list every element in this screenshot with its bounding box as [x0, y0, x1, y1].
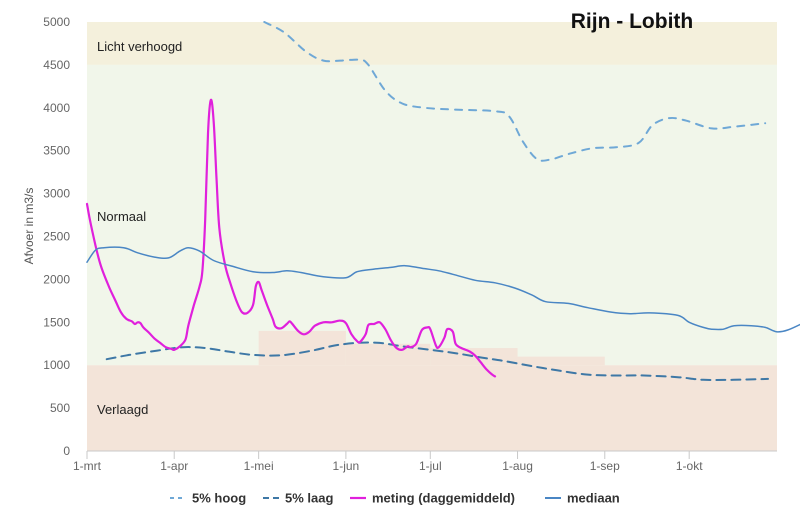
y-axis-title: Afvoer in m3/s: [22, 188, 36, 265]
legend-item-label[interactable]: 5% hoog: [192, 491, 246, 506]
y-tick-label: 3500: [43, 144, 70, 158]
y-tick-label: 500: [50, 401, 70, 415]
y-tick-label: 4000: [43, 101, 70, 115]
y-tick-label: 0: [63, 444, 70, 458]
x-tick-label: 1-jun: [333, 459, 360, 473]
x-tick-label: 1-mei: [244, 459, 274, 473]
series-layer: [85, 21, 800, 382]
legend-item-label[interactable]: 5% laag: [285, 491, 333, 506]
band-label: Licht verhoogd: [97, 39, 182, 54]
band-normaal: [87, 64, 777, 366]
threshold-step-0: [258, 330, 346, 366]
series-line-5-laag: [105, 341, 769, 382]
band-label: Normaal: [97, 209, 146, 224]
band-label-layer: Licht verhoogd Normaal Verlaagd: [97, 39, 182, 417]
band-verlaagd: [87, 365, 777, 451]
y-tick-label: 4500: [43, 58, 70, 72]
y-tick-label: 3000: [43, 187, 70, 201]
x-tick-label: 1-mrt: [73, 459, 102, 473]
y-tick-label: 1500: [43, 315, 70, 329]
x-tick-label: 1-apr: [160, 459, 188, 473]
y-tick-label: 5000: [43, 15, 70, 29]
series-line-mediaan: [86, 246, 800, 333]
x-tick-label: 1-aug: [502, 459, 533, 473]
band-layer: [87, 22, 777, 451]
legend: 5% hoog 5% laag meting (daggemiddeld) media…: [170, 491, 620, 506]
y-tick-label: 2000: [43, 272, 70, 286]
y-tick-label: 1000: [43, 358, 70, 372]
x-tick-label: 1-jul: [419, 459, 442, 473]
threshold-step-3: [517, 356, 605, 366]
series-line-meting-daggemiddeld: [85, 98, 497, 378]
threshold-step-2: [430, 348, 518, 366]
x-tick-label: 1-okt: [676, 459, 703, 473]
y-tick-label: 2500: [43, 230, 70, 244]
band-licht-verhoogd: [87, 22, 777, 65]
x-axis: 1-mrt 1-apr 1-mei 1-jun 1-jul 1-aug 1-sep 1-okt: [73, 450, 777, 473]
y-axis: 0 500 1000 1500 2000 2500 3000 3500 4000 4500 5000: [43, 15, 70, 458]
chart-title: Rijn - Lobith: [571, 10, 693, 33]
x-tick-label: 1-sep: [590, 459, 620, 473]
threshold-step-1: [345, 343, 431, 366]
legend-item-label[interactable]: meting (daggemiddeld): [372, 491, 515, 506]
series-line-5-hoog: [263, 21, 767, 162]
legend-item-label[interactable]: mediaan: [567, 491, 620, 506]
band-label: Verlaagd: [97, 402, 148, 417]
